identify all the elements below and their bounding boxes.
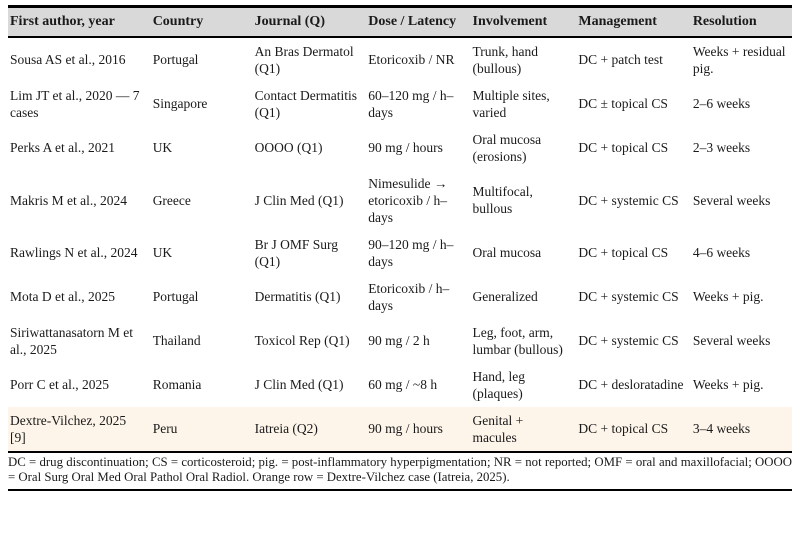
table-cell: Weeks + residual pig. <box>690 36 792 82</box>
table-cell: Several weeks <box>690 318 792 363</box>
case-report-table: First author, year Country Journal (Q) D… <box>8 5 792 453</box>
table-cell: 60–120 mg / h–days <box>366 81 471 126</box>
table-cell: Br J OMF Surg (Q1) <box>252 230 367 275</box>
table-cell: Perks A et al., 2021 <box>8 125 151 170</box>
table-row: Dextre-Vilchez, 2025 [9] Peru Iatreia (Q2)… <box>8 406 792 452</box>
table-cell: Multiple sites, varied <box>470 81 577 126</box>
table-row: Lim JT et al., 2020 — 7 cases Singapore Co… <box>8 81 792 126</box>
column-header-first-author: First author, year <box>8 6 151 38</box>
table-cell: J Clin Med (Q1) <box>252 362 367 407</box>
table-cell: UK <box>150 230 253 275</box>
table-cell: Portugal <box>150 36 253 82</box>
table-cell: Several weeks <box>690 169 792 231</box>
table-cell: Makris M et al., 2024 <box>8 169 151 231</box>
table-cell: J Clin Med (Q1) <box>252 169 367 231</box>
column-header-involvement: Involvement <box>470 6 577 38</box>
table-cell: DC + systemic CS <box>576 318 691 363</box>
table-cell: UK <box>150 125 253 170</box>
table-cell: Lim JT et al., 2020 — 7 cases <box>8 81 151 126</box>
table-cell: Dextre-Vilchez, 2025 [9] <box>8 406 151 452</box>
table-cell: Dermatitis (Q1) <box>252 274 367 319</box>
table-cell: Porr C et al., 2025 <box>8 362 151 407</box>
table-cell: DC + patch test <box>576 36 691 82</box>
table-cell: 3–4 weeks <box>690 406 792 452</box>
table-cell: 2–6 weeks <box>690 81 792 126</box>
table-cell: Etoricoxib / h–days <box>366 274 471 319</box>
table-cell: Greece <box>150 169 253 231</box>
table-cell: Oral mucosa (erosions) <box>470 125 577 170</box>
table-cell: 60 mg / ~8 h <box>366 362 471 407</box>
table-cell: An Bras Dermatol (Q1) <box>252 36 367 82</box>
table-cell: DC + systemic CS <box>576 274 691 319</box>
table-cell: Siriwattanasatorn M et al., 2025 <box>8 318 151 363</box>
table-cell: DC + topical CS <box>576 125 691 170</box>
header-row: First author, year Country Journal (Q) D… <box>8 6 792 38</box>
table-row: Rawlings N et al., 2024 UK Br J OMF Surg (… <box>8 230 792 275</box>
table-footnote: DC = drug discontinuation; CS = corticos… <box>8 453 792 491</box>
table-cell: 2–3 weeks <box>690 125 792 170</box>
table-cell: Rawlings N et al., 2024 <box>8 230 151 275</box>
table-cell: OOOO (Q1) <box>252 125 367 170</box>
table-cell: DC + topical CS <box>576 406 691 452</box>
table-cell: 90 mg / hours <box>366 125 471 170</box>
column-header-dose-latency: Dose / Latency <box>366 6 471 38</box>
table-row: Mota D et al., 2025 Portugal Dermatitis (Q… <box>8 274 792 319</box>
table-cell: Leg, foot, arm, lumbar (bullous) <box>470 318 577 363</box>
table-cell: DC + desloratadine <box>576 362 691 407</box>
column-header-resolution: Resolution <box>690 6 792 38</box>
table-row: Porr C et al., 2025 Romania J Clin Med (Q1… <box>8 362 792 407</box>
table-cell: 4–6 weeks <box>690 230 792 275</box>
table-cell: Sousa AS et al., 2016 <box>8 36 151 82</box>
table-cell: Hand, leg (plaques) <box>470 362 577 407</box>
table-cell: 90 mg / hours <box>366 406 471 452</box>
table-cell: Generalized <box>470 274 577 319</box>
column-header-management: Management <box>576 6 691 38</box>
table-cell: Thailand <box>150 318 253 363</box>
table-row: Perks A et al., 2021 UK OOOO (Q1) 90 mg / h… <box>8 125 792 170</box>
table-cell: Contact Dermatitis (Q1) <box>252 81 367 126</box>
table-row: Sousa AS et al., 2016 Portugal An Bras Der… <box>8 36 792 82</box>
table-cell: Multifocal, bullous <box>470 169 577 231</box>
table-cell: Toxicol Rep (Q1) <box>252 318 367 363</box>
table-cell: Peru <box>150 406 253 452</box>
table-header: First author, year Country Journal (Q) D… <box>8 6 792 38</box>
table-cell: Weeks + pig. <box>690 274 792 319</box>
column-header-journal: Journal (Q) <box>252 6 367 38</box>
table-cell: Trunk, hand (bullous) <box>470 36 577 82</box>
column-header-country: Country <box>150 6 253 38</box>
table-cell: DC + systemic CS <box>576 169 691 231</box>
table-cell: Etoricoxib / NR <box>366 36 471 82</box>
table-body: Sousa AS et al., 2016 Portugal An Bras Der… <box>8 36 792 452</box>
table-cell: Mota D et al., 2025 <box>8 274 151 319</box>
table-cell: Romania <box>150 362 253 407</box>
table-cell: Genital + macules <box>470 406 577 452</box>
table-cell: 90–120 mg / h–days <box>366 230 471 275</box>
table-cell: Weeks + pig. <box>690 362 792 407</box>
table-cell: DC + topical CS <box>576 230 691 275</box>
table-cell: Oral mucosa <box>470 230 577 275</box>
table-row: Siriwattanasatorn M et al., 2025 Thailand… <box>8 318 792 363</box>
table-cell: Portugal <box>150 274 253 319</box>
table-cell: Singapore <box>150 81 253 126</box>
table-cell: 90 mg / 2 h <box>366 318 471 363</box>
table-row: Makris M et al., 2024 Greece J Clin Med (Q… <box>8 169 792 231</box>
table-cell: DC ± topical CS <box>576 81 691 126</box>
table-cell: Iatreia (Q2) <box>252 406 367 452</box>
table-cell: Nimesulide → etoricoxib / h–days <box>366 169 471 231</box>
